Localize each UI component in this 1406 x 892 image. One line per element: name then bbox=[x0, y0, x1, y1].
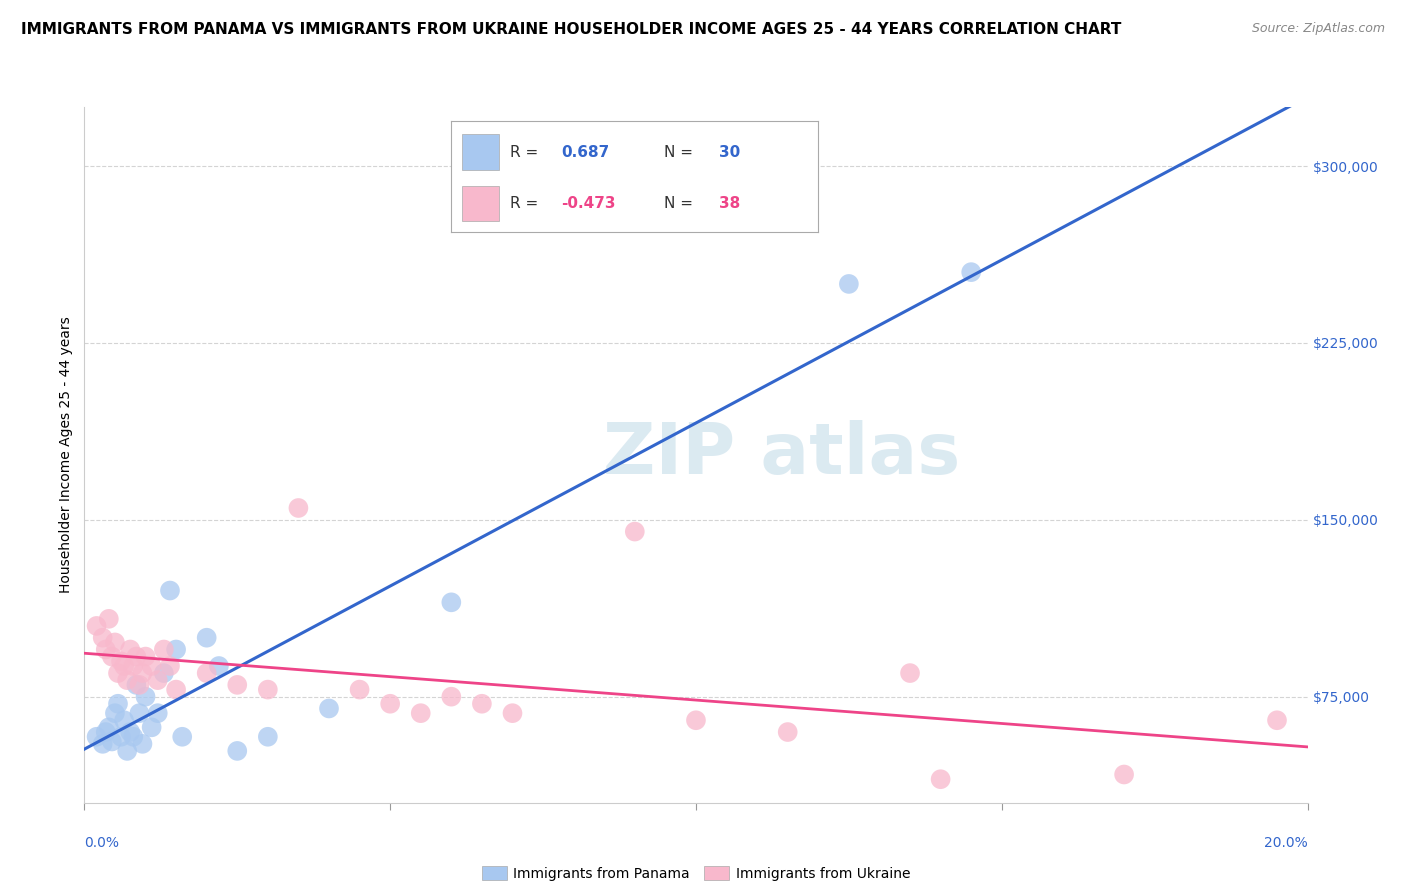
Point bbox=[685, 713, 707, 727]
Point bbox=[440, 595, 463, 609]
Point bbox=[125, 678, 148, 692]
Point bbox=[120, 642, 142, 657]
Point bbox=[94, 642, 117, 657]
Point bbox=[141, 720, 163, 734]
Point bbox=[172, 730, 194, 744]
Point bbox=[440, 690, 463, 704]
Point bbox=[153, 642, 176, 657]
Point bbox=[380, 697, 402, 711]
Point bbox=[226, 744, 249, 758]
Point bbox=[112, 713, 135, 727]
Point bbox=[960, 265, 983, 279]
Point bbox=[929, 772, 952, 787]
Point bbox=[94, 725, 117, 739]
Point bbox=[153, 666, 176, 681]
Point bbox=[110, 654, 132, 668]
Point bbox=[128, 706, 150, 721]
Point bbox=[107, 666, 129, 681]
Point bbox=[91, 737, 114, 751]
Point bbox=[101, 649, 124, 664]
Point bbox=[104, 635, 127, 649]
Point bbox=[159, 583, 181, 598]
Point bbox=[226, 678, 249, 692]
Point bbox=[122, 730, 145, 744]
Point bbox=[107, 697, 129, 711]
Point bbox=[165, 642, 187, 657]
Point bbox=[776, 725, 799, 739]
Point bbox=[110, 730, 132, 744]
Text: Source: ZipAtlas.com: Source: ZipAtlas.com bbox=[1251, 22, 1385, 36]
Point bbox=[208, 659, 231, 673]
Point bbox=[1114, 767, 1136, 781]
Point bbox=[287, 500, 309, 515]
Text: 0.0%: 0.0% bbox=[84, 836, 120, 850]
Point bbox=[349, 682, 371, 697]
Point bbox=[1265, 713, 1288, 727]
Point bbox=[195, 666, 218, 681]
Point bbox=[120, 725, 142, 739]
Point bbox=[131, 666, 153, 681]
Point bbox=[146, 673, 169, 688]
Point bbox=[91, 631, 114, 645]
Point bbox=[115, 744, 138, 758]
Y-axis label: Householder Income Ages 25 - 44 years: Householder Income Ages 25 - 44 years bbox=[59, 317, 73, 593]
Point bbox=[159, 659, 181, 673]
Legend: Immigrants from Panama, Immigrants from Ukraine: Immigrants from Panama, Immigrants from … bbox=[477, 861, 915, 887]
Point bbox=[86, 730, 108, 744]
Point bbox=[471, 697, 494, 711]
Point bbox=[165, 682, 187, 697]
Text: 20.0%: 20.0% bbox=[1264, 836, 1308, 850]
Point bbox=[97, 612, 120, 626]
Text: IMMIGRANTS FROM PANAMA VS IMMIGRANTS FROM UKRAINE HOUSEHOLDER INCOME AGES 25 - 4: IMMIGRANTS FROM PANAMA VS IMMIGRANTS FRO… bbox=[21, 22, 1122, 37]
Point bbox=[97, 720, 120, 734]
Point bbox=[104, 706, 127, 721]
Point bbox=[838, 277, 860, 291]
Point bbox=[128, 678, 150, 692]
Point bbox=[257, 682, 280, 697]
Point bbox=[624, 524, 647, 539]
Point bbox=[141, 659, 163, 673]
Point bbox=[135, 649, 157, 664]
Point bbox=[86, 619, 108, 633]
Point bbox=[195, 631, 218, 645]
Point bbox=[115, 673, 138, 688]
Point bbox=[112, 659, 135, 673]
Point bbox=[257, 730, 280, 744]
Point bbox=[318, 701, 340, 715]
Point bbox=[409, 706, 432, 721]
Point bbox=[101, 734, 124, 748]
Text: ZIP atlas: ZIP atlas bbox=[603, 420, 960, 490]
Point bbox=[146, 706, 169, 721]
Point bbox=[131, 737, 153, 751]
Point bbox=[125, 649, 148, 664]
Point bbox=[898, 666, 921, 681]
Point bbox=[501, 706, 523, 721]
Point bbox=[135, 690, 157, 704]
Point bbox=[122, 659, 145, 673]
